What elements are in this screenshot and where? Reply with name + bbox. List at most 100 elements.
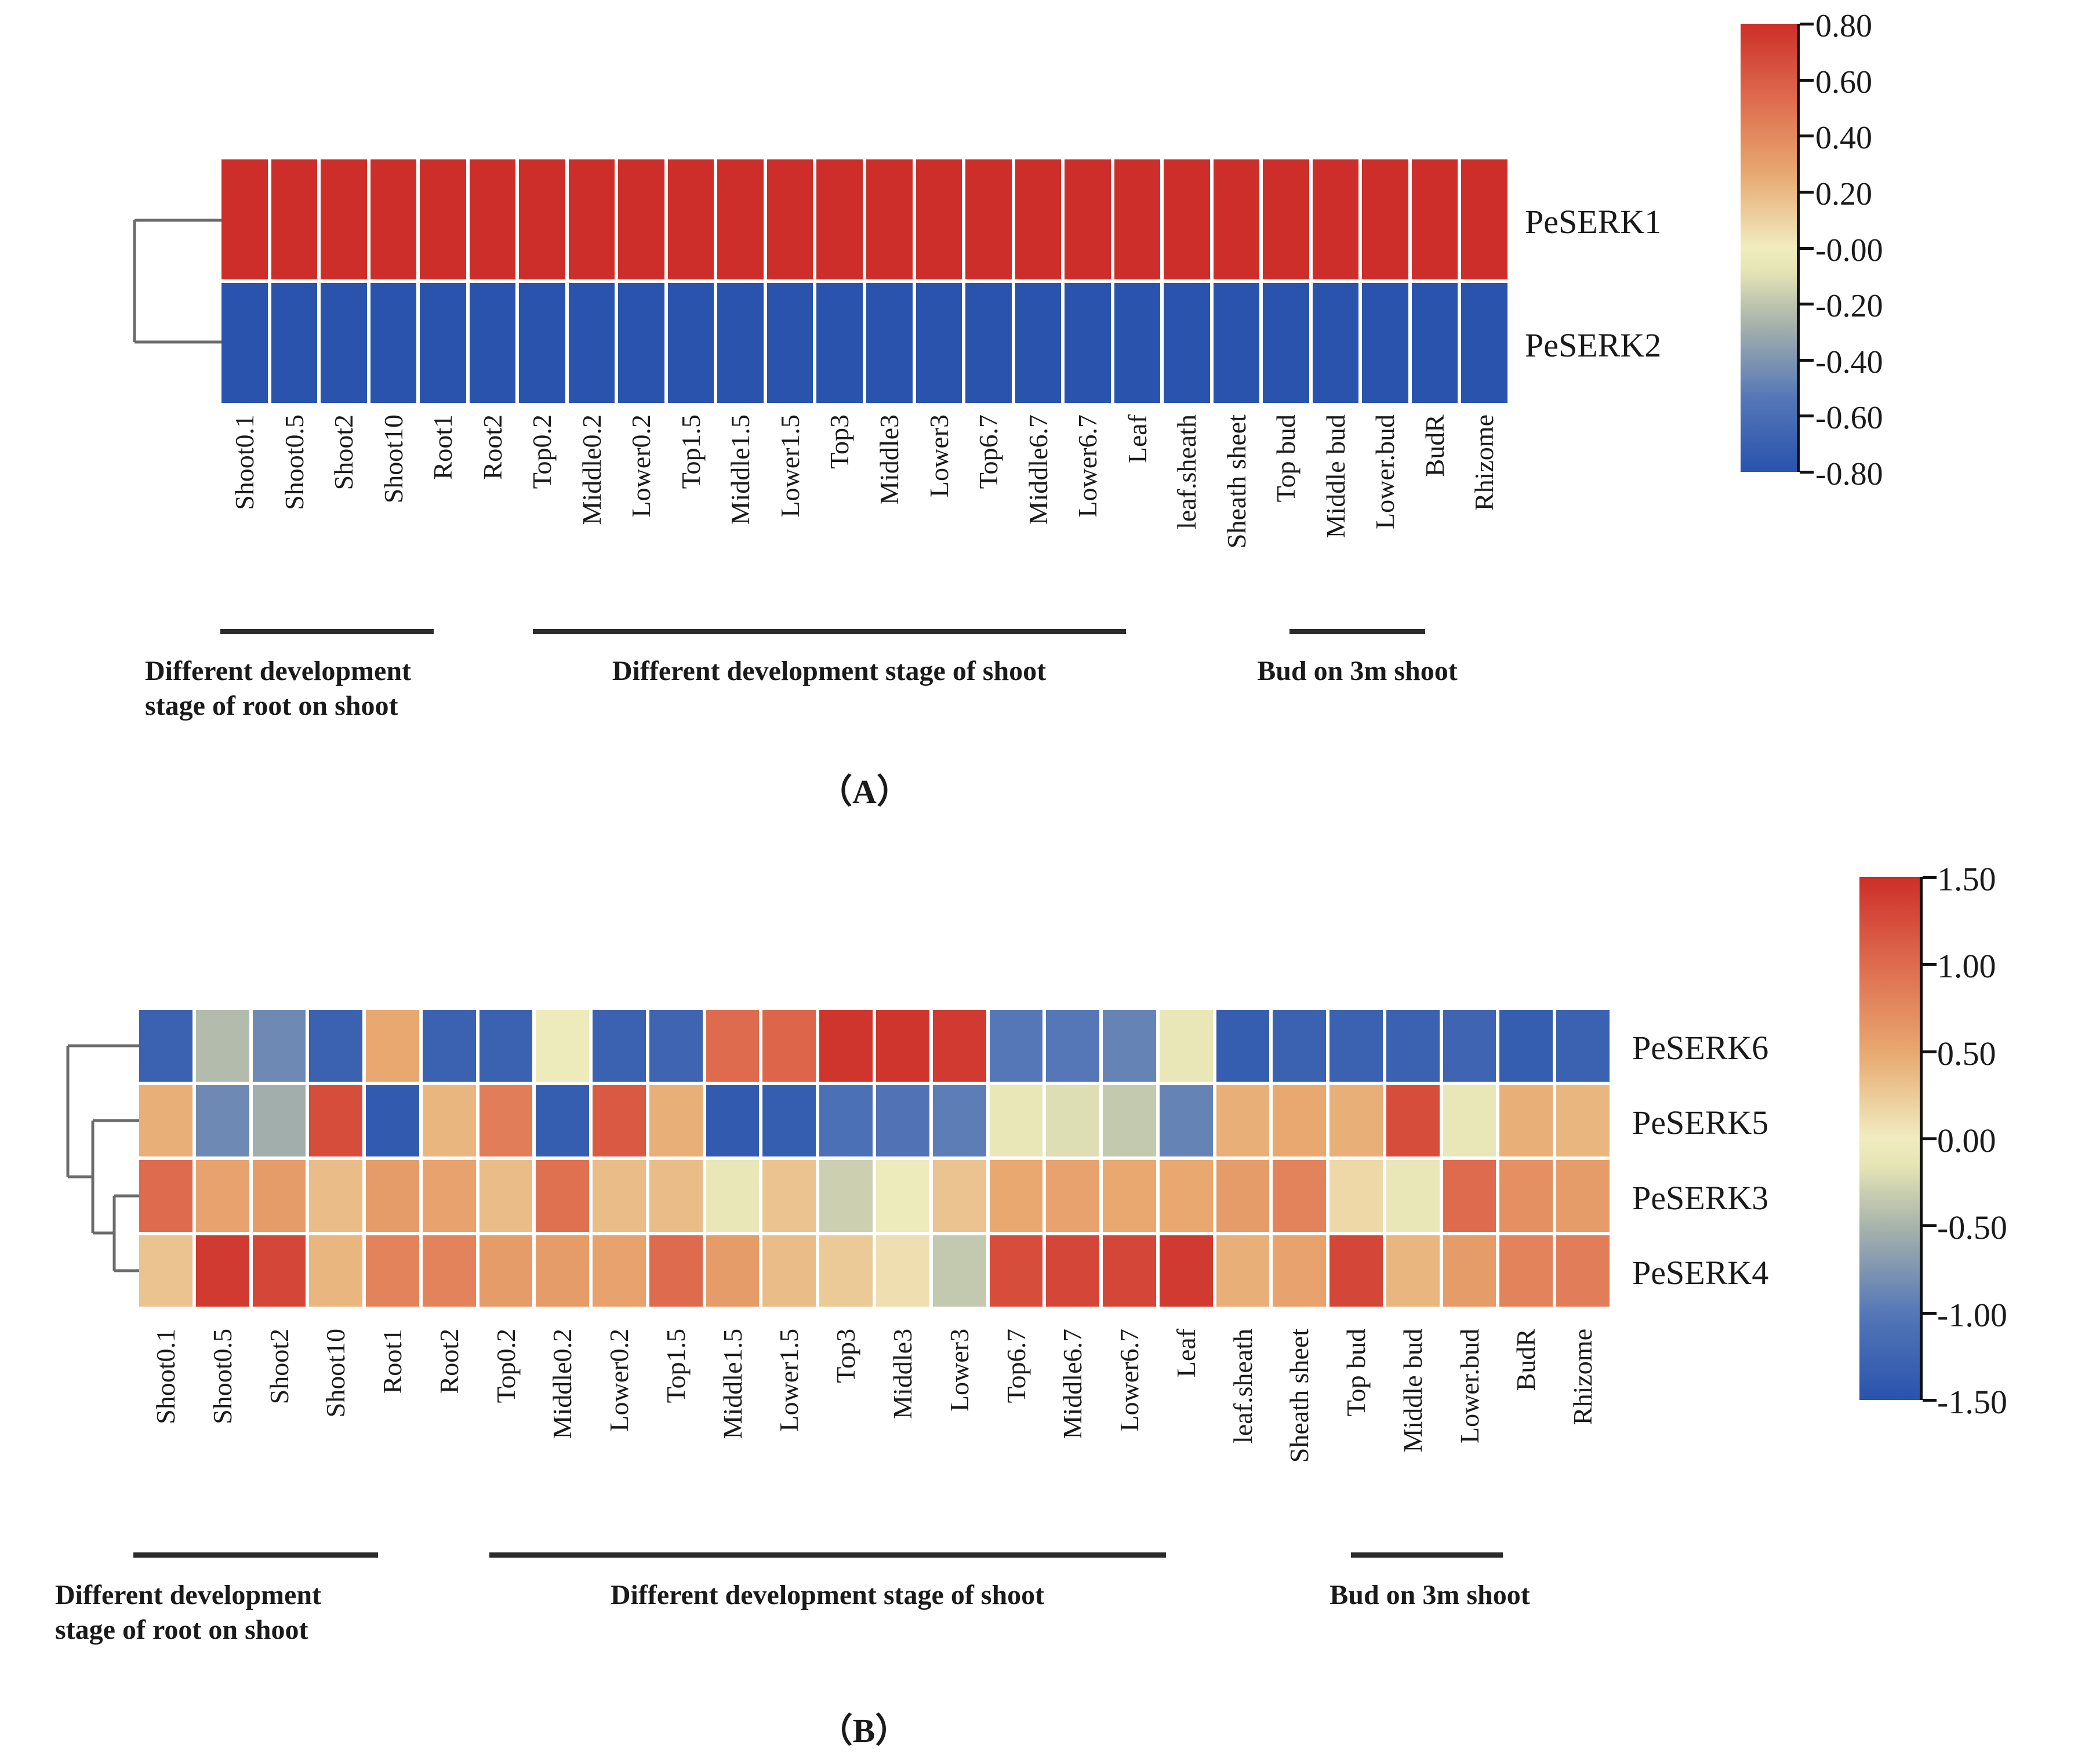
column-label: Shoot0.5 [207,1329,237,1424]
column-label: Leaf [1171,1329,1201,1378]
heatmap-cell [271,283,318,403]
column-label: Middle0.2 [547,1329,577,1439]
heatmap-cell [1556,1085,1610,1156]
column-label: Rhizome [1568,1329,1598,1425]
column-label: leaf.sheath [1227,1329,1258,1443]
colorbar-tick-label: 1.00 [1937,947,1996,985]
heatmap-cell [420,159,466,279]
column-label: Lower1.5 [775,414,805,518]
colorbar-tick-label: -0.50 [1937,1209,2007,1247]
heatmap-cell [1103,1235,1156,1307]
heatmap-cell [536,1235,590,1307]
colorbar-tick [1923,1224,1937,1228]
column-label: Top6.7 [973,414,1004,489]
heatmap-cell [706,1010,760,1082]
heatmap-cell [1386,1010,1440,1082]
heatmap-cell [1273,1085,1327,1156]
colorbar-tick-label: -0.40 [1815,344,1883,380]
colorbar-tick-label: -0.80 [1815,456,1883,492]
heatmap-cell [1461,159,1507,279]
heatmap-cell [717,159,764,279]
heatmap-cell [819,1235,873,1307]
heatmap-cell [965,283,1012,403]
column-label: Middle0.2 [576,414,606,525]
heatmap-cell [469,283,516,403]
heatmap-cell [422,1085,476,1156]
heatmap-cell [422,1235,476,1307]
heatmap-cell [932,1235,986,1307]
group-underline [533,629,1126,634]
heatmap-cell [667,283,714,403]
colorbar-tick [1800,246,1814,250]
colorbar-tick [1923,1137,1937,1140]
heatmap-cell [1499,1235,1553,1307]
colorbar-tick [1800,358,1814,362]
column-label: Root1 [428,414,458,480]
colorbar-tick-label: -1.00 [1937,1296,2007,1334]
heatmap-cell [370,159,417,279]
heatmap-cell [876,1235,929,1307]
heatmap-cell [221,283,268,403]
heatmap-cell [195,1235,249,1307]
column-label: Middle6.7 [1058,1329,1088,1439]
heatmap-cell [819,1010,873,1082]
colorbar-tick-label: -0.60 [1815,400,1883,437]
heatmap-cell [989,1085,1043,1156]
heatmap-cell [1065,159,1111,279]
heatmap-a [221,159,1507,403]
heatmap-cell [1065,283,1111,403]
heatmap-cell [309,1160,363,1232]
column-label: Top3 [831,1329,861,1383]
heatmap-cell [1015,283,1062,403]
heatmap-cell [1216,1160,1270,1232]
row-label: PeSERK5 [1632,1104,1769,1142]
heatmap-cell [816,283,863,403]
heatmap-cell [819,1085,873,1156]
heatmap-cell [139,1235,192,1307]
heatmap-cell [767,159,813,279]
colorbar-tick-label: 0.50 [1937,1034,1996,1072]
heatmap-cell [876,1085,929,1156]
group-underline [220,629,434,634]
column-label: Shoot0.1 [230,414,259,510]
column-label: Middle bud [1397,1329,1427,1453]
group-label: Bud on 3m shoot [1257,656,1458,686]
heatmap-cell [1556,1160,1610,1232]
heatmap-cell [139,1085,192,1156]
panel-a-caption: （A） [819,773,910,810]
heatmap-cell [593,1235,646,1307]
heatmap-cell [309,1010,363,1082]
colorbar-tick [1923,1050,1937,1053]
heatmap-cell [1556,1010,1610,1082]
heatmap-cell [568,283,615,403]
column-label: Middle bud [1320,414,1350,539]
colorbar-tick-label: 0.60 [1815,64,1872,100]
heatmap-cell [1556,1235,1610,1307]
column-label: Root2 [434,1329,464,1394]
heatmap-cell [519,159,565,279]
heatmap-cell [1159,1085,1213,1156]
heatmap-cell [321,159,367,279]
heatmap-cell [1114,283,1161,403]
heatmap-cell [1461,283,1507,403]
colorbar-a [1741,24,1800,472]
colorbar-tick [1800,78,1814,82]
column-label: Top1.5 [675,414,706,489]
row-label: PeSERK3 [1632,1179,1769,1217]
heatmap-cell [1046,1010,1100,1082]
heatmap-cell [519,283,565,403]
heatmap-cell [366,1010,419,1082]
heatmap-cell [1386,1235,1440,1307]
heatmap-cell [916,283,962,403]
heatmap-cell [139,1160,192,1232]
column-label: Shoot2 [329,414,359,490]
heatmap-cell [965,159,1012,279]
column-label: BudR [1511,1329,1541,1391]
column-label: Lower.bud [1370,414,1400,530]
panel-b-caption: （B） [819,1712,909,1750]
heatmap-cell [593,1160,646,1232]
heatmap-cell [321,283,367,403]
heatmap-cell [1216,1085,1270,1156]
column-label: Top0.2 [491,1329,521,1403]
heatmap-cell [1046,1160,1100,1232]
